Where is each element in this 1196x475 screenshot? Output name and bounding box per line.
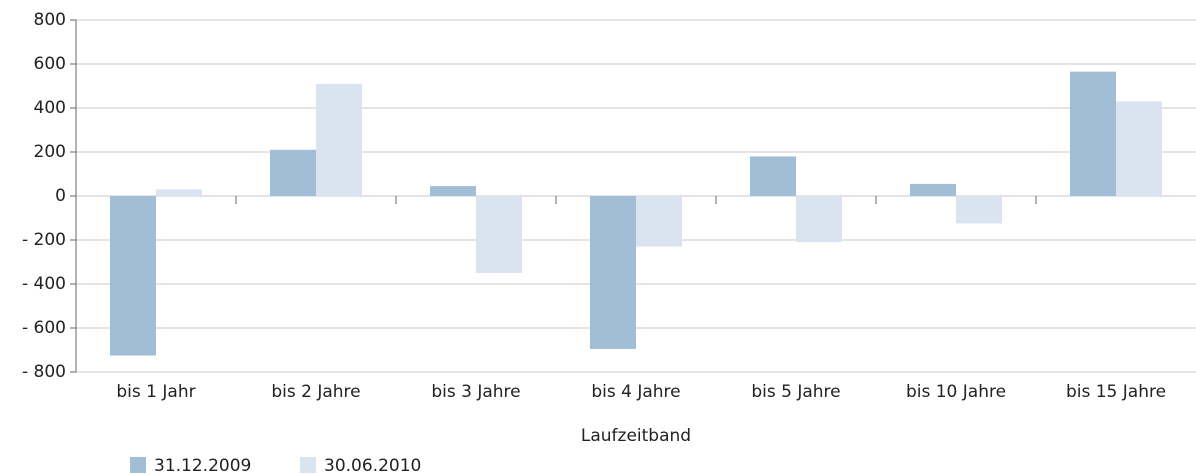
x-tick-label: bis 2 Jahre xyxy=(271,382,360,402)
bar xyxy=(590,196,636,349)
x-tick-label: bis 4 Jahre xyxy=(591,382,680,402)
bar xyxy=(270,149,316,196)
bar xyxy=(956,196,1002,224)
bar xyxy=(110,196,156,356)
y-tick-label: - 400 xyxy=(22,274,66,294)
bar xyxy=(476,196,522,273)
x-tick-label: bis 1 Jahr xyxy=(116,382,195,402)
bar xyxy=(796,196,842,243)
legend-swatch xyxy=(300,457,316,473)
y-tick-label: 800 xyxy=(34,10,66,30)
legend-label: 31.12.2009 xyxy=(154,456,251,475)
bar xyxy=(430,186,476,196)
bar xyxy=(910,183,956,196)
legend-label: 30.06.2010 xyxy=(324,456,421,475)
x-tick-label: bis 5 Jahre xyxy=(751,382,840,402)
y-tick-label: - 600 xyxy=(22,318,66,338)
bar xyxy=(1116,101,1162,196)
bar xyxy=(316,83,362,196)
y-tick-label: 400 xyxy=(34,98,66,118)
x-tick-label: bis 3 Jahre xyxy=(431,382,520,402)
y-tick-label: 200 xyxy=(34,142,66,162)
bar xyxy=(750,156,796,196)
y-tick-label: - 200 xyxy=(22,230,66,250)
x-tick-label: bis 15 Jahre xyxy=(1066,382,1166,402)
legend-swatch xyxy=(130,457,146,473)
bar xyxy=(636,196,682,247)
y-tick-label: 600 xyxy=(34,54,66,74)
x-axis-label: Laufzeitband xyxy=(581,426,691,446)
bar xyxy=(1070,71,1116,196)
bar xyxy=(156,189,202,196)
x-tick-label: bis 10 Jahre xyxy=(906,382,1006,402)
y-tick-label: - 800 xyxy=(22,362,66,382)
y-tick-label: 0 xyxy=(55,186,66,206)
